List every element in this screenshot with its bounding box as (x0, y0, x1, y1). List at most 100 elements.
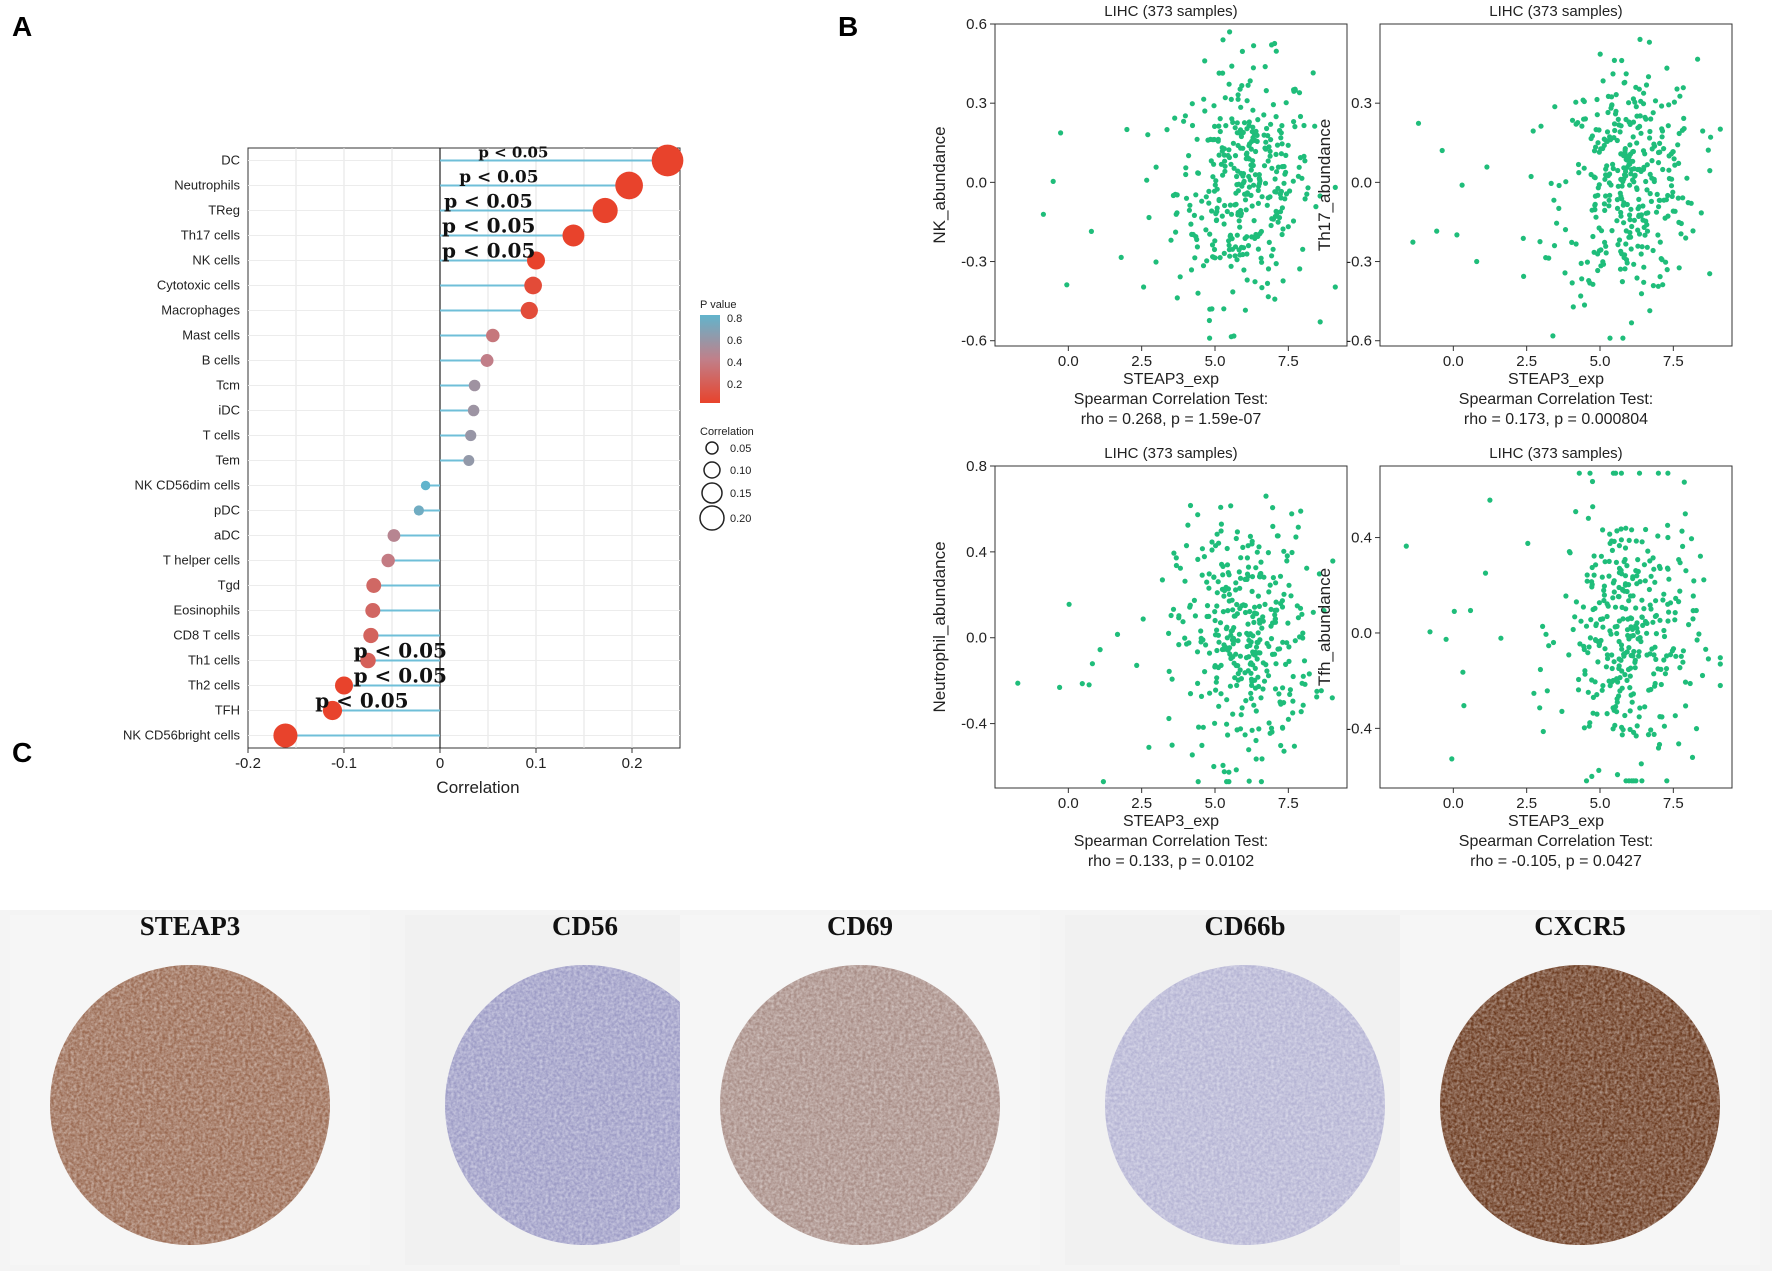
scatter-3-point (1652, 680, 1658, 687)
scatter-1-point (1645, 74, 1652, 80)
scatter-0-point (1201, 96, 1207, 102)
point-13 (420, 480, 431, 491)
scatter-2-point (1284, 558, 1290, 564)
scatter-3-point (1618, 526, 1624, 532)
scatter-2-point (1245, 543, 1251, 549)
scatter-3-point (1590, 710, 1596, 716)
scatter-1-point (1609, 228, 1615, 234)
scatter-0-point (1216, 196, 1222, 203)
pvalue-annotation-6: p < 0.05 (354, 664, 447, 688)
scatter-0-point (1259, 259, 1265, 265)
scatter-2-point (1180, 619, 1186, 625)
scatter-3-point (1596, 600, 1602, 606)
scatter-2-point (1287, 691, 1293, 698)
panel-a-x-axis-title: Correlation (436, 778, 519, 797)
scatter-0-point (1202, 58, 1208, 64)
scatter-0-point (1242, 235, 1248, 241)
scatter-1-point (1665, 123, 1671, 129)
scatter-1-point (1603, 243, 1609, 249)
scatter-0-point (1227, 253, 1233, 259)
scatter-1-point (1600, 259, 1606, 265)
scatter-3-point (1616, 663, 1622, 669)
scatter-3-point (1537, 666, 1543, 673)
scatter-1-ytick-label-0: -0.6 (1346, 333, 1372, 350)
scatter-0-point (1203, 194, 1209, 200)
scatter-3-point (1616, 543, 1622, 549)
pvalue-annotation-2: p < 0.05 (444, 191, 533, 213)
scatter-3-point (1655, 745, 1662, 751)
scatter-2-point (1268, 725, 1275, 731)
scatter-3-point (1705, 656, 1711, 662)
scatter-0-point (1238, 210, 1244, 217)
scatter-3-point (1630, 593, 1636, 599)
scatter-2-point (1230, 635, 1237, 641)
scatter-2-point (1297, 634, 1303, 640)
scatter-3-point (1648, 573, 1654, 579)
scatter-3-point (1653, 612, 1659, 619)
scatter-2-point (1263, 662, 1269, 668)
scatter-2-point (1182, 578, 1188, 584)
scatter-2-point (1284, 640, 1290, 646)
scatter-2-point (1218, 528, 1224, 534)
scatter-0-point (1242, 197, 1249, 203)
scatter-2-point (1195, 556, 1201, 563)
scatter-2-point (1272, 616, 1278, 622)
scatter-0-point (1245, 243, 1252, 249)
scatter-2-point (1217, 620, 1224, 626)
scatter-1-point (1717, 126, 1723, 132)
scatter-1-point (1537, 239, 1543, 245)
scatter-2-point (1255, 630, 1261, 636)
scatter-0-point (1215, 138, 1221, 144)
scatter-2-point (1177, 565, 1183, 571)
scatter-1-point (1554, 220, 1560, 226)
scatter-3-point (1587, 635, 1593, 641)
scatter-3-point (1581, 725, 1587, 731)
scatter-0-point (1292, 124, 1298, 130)
scatter-3-point (1641, 562, 1647, 568)
pvalue-colorbar (700, 315, 720, 403)
scatter-2-point (1255, 674, 1261, 680)
scatter-3-point (1610, 595, 1616, 601)
scatter-0-point (1188, 221, 1194, 227)
scatter-2-point (1258, 559, 1264, 565)
scatter-3-point (1651, 731, 1657, 738)
scatter-0-point (1251, 218, 1257, 224)
point-14 (413, 505, 424, 516)
scatter-3-point (1610, 470, 1616, 476)
scatter-2-point (1225, 732, 1231, 738)
scatter-3-point (1615, 679, 1621, 685)
scatter-3-point (1626, 537, 1632, 544)
scatter-plot-2: LIHC (373 samples) 0.0 2.5 5.0 7.5 -0.4 0.0 0.4… (930, 445, 1348, 870)
scatter-2-point (1299, 680, 1305, 686)
scatter-3-point (1677, 665, 1683, 671)
scatter-1-point (1611, 135, 1617, 141)
scatter-1-point (1621, 80, 1627, 86)
scatter-0-point (1220, 172, 1226, 178)
category-label-0: DC (221, 153, 240, 168)
scatter-3-point (1630, 632, 1636, 639)
scatter-2-point (1253, 565, 1259, 571)
scatter-3-point (1639, 614, 1645, 620)
scatter-2-point (1204, 603, 1211, 609)
scatter-0-point (1238, 104, 1244, 110)
scatter-0-point (1222, 168, 1228, 174)
scatter-2-point (1100, 779, 1106, 785)
scatter-2-point (1295, 524, 1301, 530)
scatter-2-point (1278, 742, 1284, 749)
scatter-3-point (1624, 677, 1630, 684)
scatter-2-point (1261, 574, 1267, 580)
correlation-tick-0: 0.05 (730, 443, 751, 455)
scatter-0-point (1301, 122, 1307, 129)
scatter-2-point (1225, 570, 1231, 576)
scatter-0-point (1221, 146, 1227, 152)
scatter-2-point (1266, 589, 1272, 595)
scatter-2-xtick-label-1: 2.5 (1131, 795, 1152, 812)
scatter-2-point (1218, 691, 1224, 697)
scatter-3-point (1655, 470, 1661, 476)
scatter-1-point (1671, 156, 1677, 162)
scatter-0-point (1227, 29, 1233, 35)
scatter-1-point (1675, 142, 1681, 148)
scatter-0-point (1241, 120, 1248, 126)
scatter-0-point (1317, 193, 1323, 199)
scatter-2-point (1247, 631, 1253, 637)
